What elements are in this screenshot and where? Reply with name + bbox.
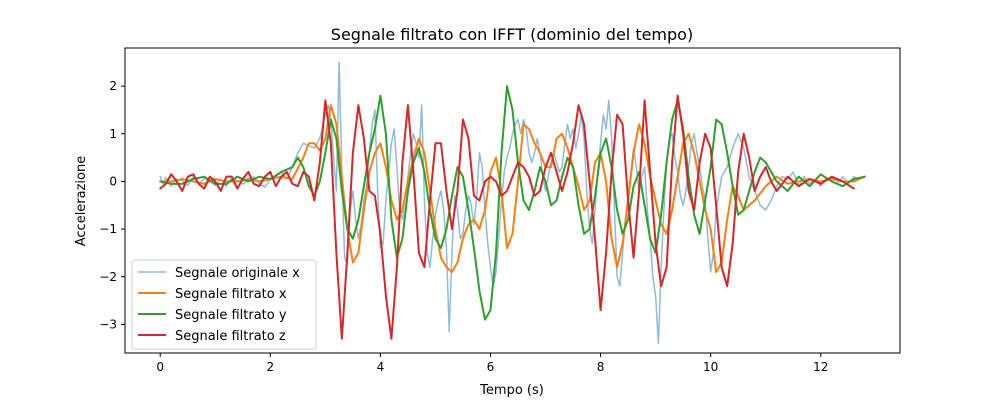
x-tick-label: 6 [487,360,495,374]
legend-label-1: Segnale originale x [175,266,300,281]
legend-label-3: Segnale filtrato y [175,308,287,323]
y-tick-label: −1 [99,222,117,236]
legend-box [131,259,317,350]
series-layer [159,61,866,345]
y-tick-label: 2 [109,79,117,93]
series-line-2 [159,104,866,273]
y-axis: −3 −2 −1 0 1 2 [99,79,125,331]
y-tick-label: 0 [109,174,117,188]
x-tick-label: 12 [813,360,828,374]
series-line-3 [159,85,866,321]
x-axis-label: Tempo (s) [479,383,544,398]
y-axis-label: Accelerazione [74,156,89,247]
legend: Segnale originale x Segnale filtrato x Seg… [131,259,317,350]
series-line-4 [159,94,855,340]
y-tick-label: −3 [99,317,117,331]
legend-label-4: Segnale filtrato z [175,329,286,344]
x-tick-label: 4 [377,360,385,374]
x-tick-label: 10 [703,360,718,374]
x-tick-label: 2 [266,360,274,374]
plot-frame [124,47,901,354]
x-axis: 0 2 4 6 8 10 12 [156,353,828,374]
y-tick-label: 1 [109,127,117,141]
chart-title: Segnale filtrato con IFFT (dominio del t… [331,25,693,44]
x-tick-label: 8 [597,360,605,374]
legend-label-2: Segnale filtrato x [175,287,287,302]
x-tick-label: 0 [156,360,164,374]
y-tick-label: −2 [99,270,117,284]
